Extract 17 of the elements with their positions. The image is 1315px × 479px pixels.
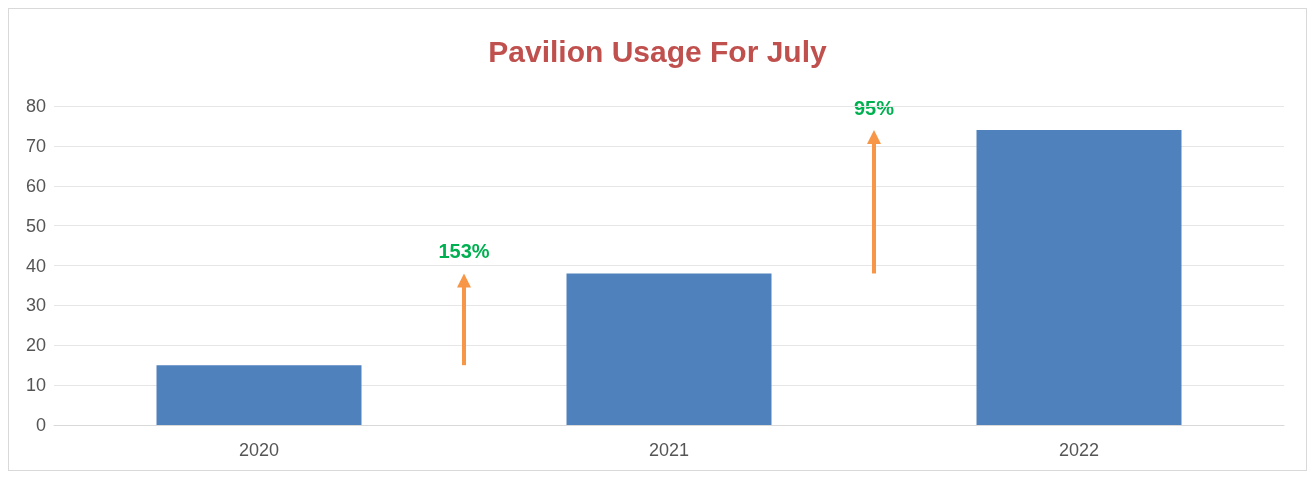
y-tick-label: 40 <box>25 255 46 276</box>
bar <box>976 129 1182 425</box>
y-tick-label: 30 <box>25 295 46 316</box>
y-tick-label: 10 <box>25 375 46 396</box>
y-tick-label: 70 <box>25 135 46 156</box>
bar <box>156 365 362 425</box>
chart-title: Pavilion Usage For July <box>488 34 828 68</box>
y-tick-label: 60 <box>25 175 46 196</box>
x-tick-label: 2021 <box>648 440 690 460</box>
bar <box>566 273 772 425</box>
y-tick-label: 0 <box>35 415 46 435</box>
x-tick-label: 2020 <box>238 440 280 460</box>
x-tick-label: 2022 <box>1058 440 1100 460</box>
y-tick-label: 80 <box>25 96 46 116</box>
annotation: 153% <box>438 240 490 263</box>
y-tick-label: 20 <box>25 335 46 356</box>
y-tick-label: 50 <box>25 215 46 236</box>
